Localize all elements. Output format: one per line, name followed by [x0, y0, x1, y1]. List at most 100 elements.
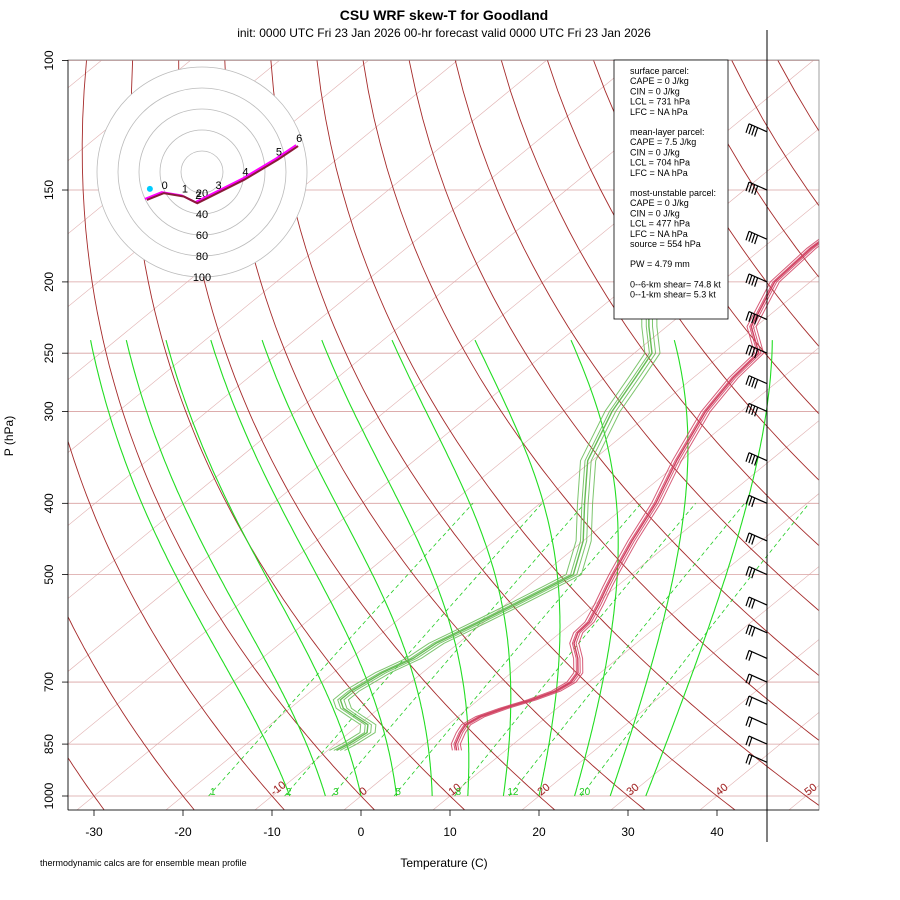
- dry-adiabat-line: [68, 615, 195, 810]
- moist-adiabat-lines: [90, 339, 773, 797]
- x-tick-label: 0: [358, 825, 365, 839]
- dry-adiabat-line: [870, 61, 900, 812]
- y-tick-label: 100: [42, 50, 56, 70]
- wind-barb-feather: [748, 625, 753, 636]
- wind-barb-feather: [745, 624, 750, 635]
- moist-adiabat-line: [125, 339, 326, 797]
- moist-adiabat-line: [609, 339, 689, 797]
- info-box-line: mean-layer parcel:: [630, 127, 705, 137]
- wind-barb-feather: [745, 344, 750, 355]
- isotherm-line: [610, 639, 819, 810]
- wind-barb-feather: [745, 181, 750, 192]
- wind-barb-feather: [745, 695, 750, 706]
- wind-barb-feather: [748, 232, 753, 242]
- wind-barb-feather: [745, 566, 750, 576]
- wind-barbs: [745, 123, 768, 765]
- wind-barb-feather: [754, 277, 759, 287]
- mixing-ratio-line: [508, 503, 746, 797]
- wind-barb-feather: [745, 596, 750, 607]
- info-box-line: LFC = NA hPa: [630, 107, 688, 117]
- wind-barb-feather: [751, 405, 756, 416]
- moist-adiabat-line: [261, 339, 433, 797]
- temperature-line: [454, 241, 819, 751]
- dry-adiabat-line: [130, 60, 466, 810]
- wind-barb-feather: [745, 495, 750, 505]
- dry-adiabat-line: [547, 60, 819, 481]
- moist-adiabat-line: [210, 339, 398, 797]
- info-box-line: CIN = 0 J/kg: [630, 86, 680, 96]
- mixing-ratio-label: 1: [210, 787, 216, 798]
- dewpoint-line: [336, 297, 653, 752]
- info-box-line: CAPE = 7.5 J/kg: [630, 137, 696, 147]
- wind-barb-feather: [748, 312, 753, 322]
- mixing-ratio-label: 12: [507, 787, 519, 798]
- mixing-ratio-line: [331, 503, 586, 797]
- wind-barb-feather: [748, 274, 753, 285]
- wind-barb-feather: [745, 311, 750, 321]
- mixing-ratio-lines: [208, 503, 810, 797]
- footnote: thermodynamic calcs are for ensemble mea…: [40, 858, 247, 868]
- hodograph-height-marker: 1: [182, 184, 188, 196]
- x-tick-label: 20: [532, 825, 546, 839]
- hodograph-height-marker: 5: [276, 147, 282, 159]
- hodograph-height-marker: 0: [162, 180, 168, 192]
- x-tick-label: 30: [621, 825, 635, 839]
- chart-subtitle: init: 0000 UTC Fri 23 Jan 2026 00-hr for…: [237, 26, 651, 40]
- hodograph-background: [97, 67, 307, 277]
- wind-barb-staff: [748, 596, 768, 606]
- wind-barb-staff: [748, 673, 768, 683]
- info-box-line: source = 554 hPa: [630, 239, 701, 249]
- y-tick-label: 250: [42, 343, 56, 363]
- wind-barb-feather: [745, 452, 750, 462]
- dry-adiabat-line: [68, 757, 105, 810]
- mixing-ratio-label: 20: [579, 787, 591, 798]
- dry-adiabat-line: [408, 60, 819, 677]
- wind-barb-feather: [751, 377, 756, 388]
- isotherm-label: 30: [624, 781, 641, 798]
- isotherm-line: [68, 60, 725, 599]
- dry-adiabat-line: [454, 60, 819, 612]
- wind-barb-feather: [748, 651, 753, 661]
- wind-barb-feather: [754, 348, 759, 359]
- info-box-frame: [613, 59, 729, 320]
- wind-barb-feather: [745, 532, 750, 543]
- wind-barb-feather: [748, 598, 753, 608]
- wind-barb-feather: [751, 627, 756, 637]
- info-box-line: LCL = 477 hPa: [630, 219, 690, 229]
- isotherm-label: 50: [802, 781, 819, 798]
- wind-barb-feather: [745, 273, 750, 284]
- mixing-ratio-label: 2: [286, 787, 292, 798]
- wind-barb-staff: [748, 735, 768, 745]
- wind-barb-feather: [748, 755, 753, 765]
- info-box-line: CIN = 0 J/kg: [630, 208, 680, 218]
- wind-barb-staff: [748, 649, 768, 659]
- info-box-line: LFC = NA hPa: [630, 168, 688, 178]
- hodograph-height-marker: 2: [195, 190, 201, 202]
- wind-barb-staff: [748, 494, 768, 504]
- mixing-ratio-line: [580, 503, 810, 797]
- y-tick-label: 500: [42, 564, 56, 584]
- hodograph-ring-label: 100: [193, 272, 211, 284]
- hodograph-ring-label: 80: [196, 251, 208, 263]
- hodograph-ring: [138, 108, 266, 236]
- wind-barb-feather: [751, 184, 756, 194]
- y-axis-ticks: 1000 850 700 500 400 300 250 200 150 100: [42, 50, 69, 810]
- moist-adiabat-line: [570, 339, 619, 797]
- wind-barb-feather: [751, 126, 756, 136]
- wind-barb-feather: [748, 675, 753, 685]
- moist-adiabat-line: [391, 339, 512, 797]
- y-tick-label: 850: [42, 734, 56, 754]
- wind-barb-feather: [751, 599, 756, 609]
- mixing-ratio-label: 5: [395, 787, 401, 798]
- hodograph-mean-trace: [146, 145, 299, 205]
- wind-barb-feather: [751, 233, 756, 244]
- wind-barb-feather: [754, 456, 759, 466]
- info-box-line: LFC = NA hPa: [630, 229, 688, 239]
- hodograph-origin-marker: [146, 185, 153, 192]
- hodograph-ring: [159, 129, 245, 215]
- wind-barb-feather: [751, 455, 756, 465]
- info-box-line: CIN = 0 J/kg: [630, 147, 680, 157]
- wind-barb-feather: [745, 123, 750, 133]
- mixing-ratio-line: [393, 503, 642, 797]
- hodograph-height-marker: 6: [296, 133, 302, 145]
